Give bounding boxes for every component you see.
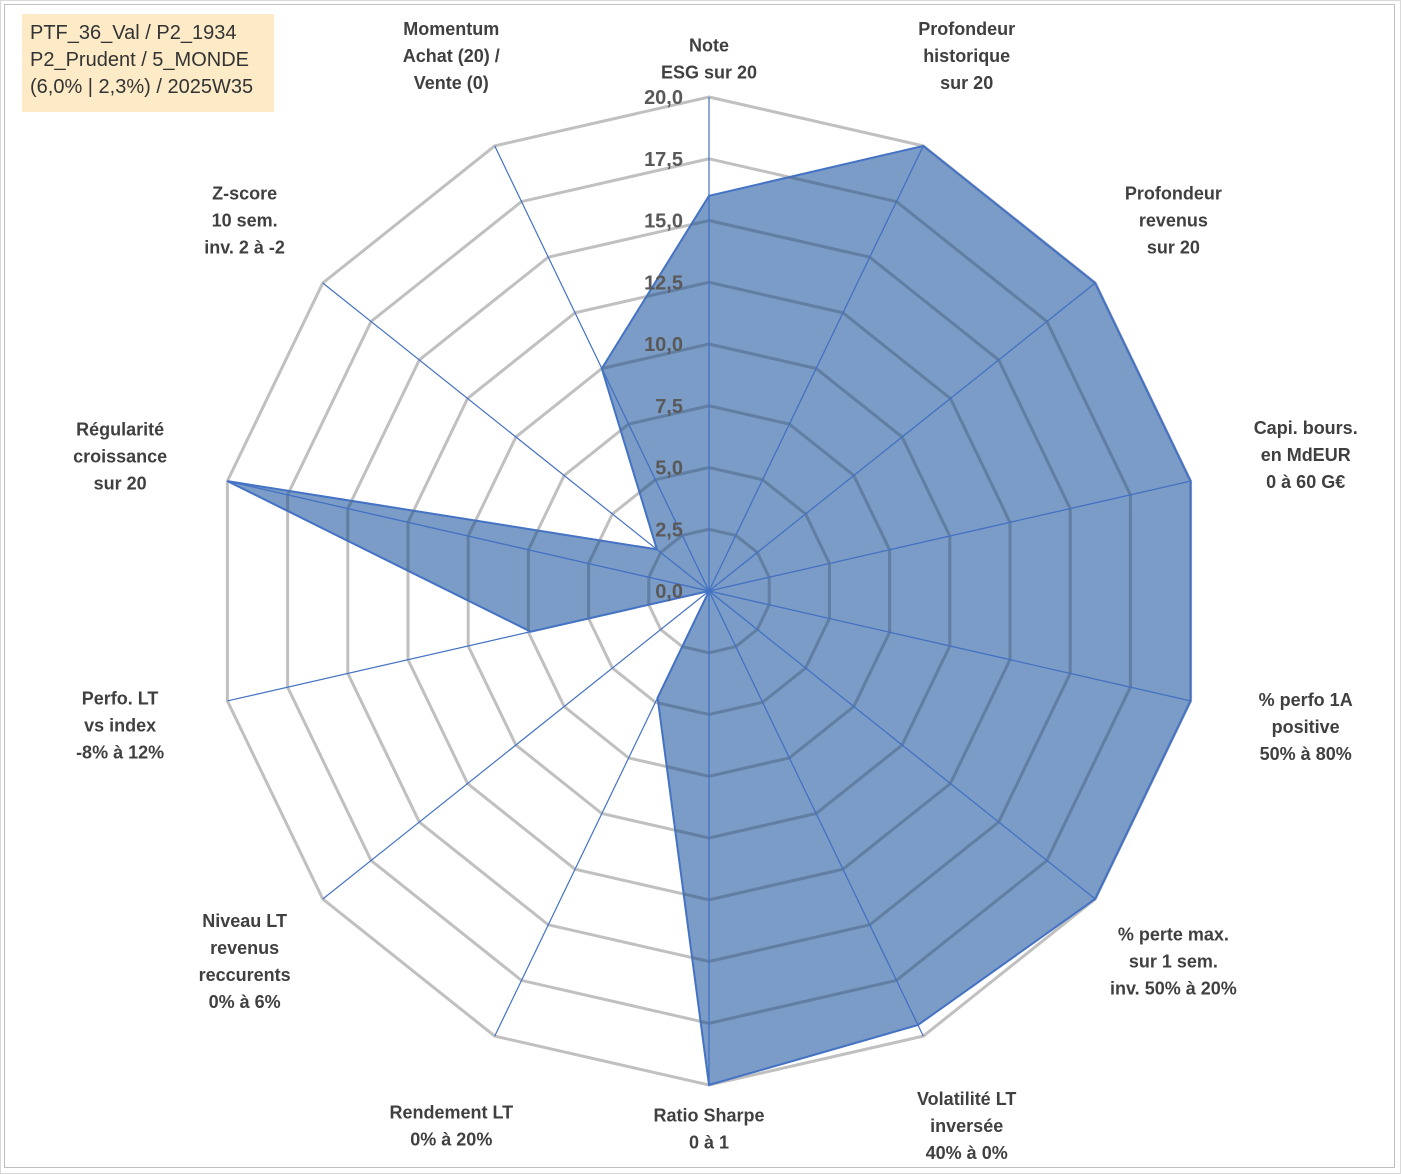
axis-label: Rendement LT 0% à 20% [389, 1103, 513, 1150]
axis-label: % perte max. sur 1 sem. inv. 50% à 20% [1110, 924, 1237, 998]
axis-label-line: inv. 2 à -2 [204, 238, 285, 258]
tick-label: 17,5 [644, 149, 683, 171]
axis-label-line: en MdEUR [1261, 445, 1351, 465]
tick-label: 15,0 [644, 211, 683, 233]
axis-label-line: Z-score [212, 184, 277, 204]
axis-label: Ratio Sharpe 0 à 1 [653, 1106, 764, 1153]
axis-label: Régularité croissance sur 20 [73, 420, 167, 494]
axis-label-line: 10 sem. [212, 211, 278, 231]
tick-label: 0,0 [655, 581, 683, 603]
axis-label: Note ESG sur 20 [661, 36, 757, 83]
axis-label-line: Perfo. LT [82, 688, 159, 708]
axis-label: Volatilité LT inversée 40% à 0% [917, 1089, 1016, 1163]
axis-label-line: reccurents [199, 965, 291, 985]
axis-label-line: croissance [73, 447, 167, 467]
axis-label-line: % perfo 1A [1259, 690, 1353, 710]
axis-label-line: 0% à 20% [410, 1130, 492, 1150]
spoke-line [322, 590, 710, 900]
portfolio-info-box: PTF_36_Val / P2_1934 P2_Prudent / 5_MOND… [22, 14, 274, 112]
axis-label-line: 0% à 6% [209, 992, 281, 1012]
axis-label-line: 0 à 60 G€ [1266, 472, 1345, 492]
axis-label-line: Profondeur [918, 19, 1015, 39]
axis-label-line: positive [1272, 717, 1340, 737]
axis-label: Z-score 10 sem. inv. 2 à -2 [204, 184, 285, 258]
info-line-3: (6,0% | 2,3%) / 2025W35 [30, 76, 254, 98]
axis-label-line: Achat (20) / [403, 46, 500, 66]
inner-spoke [227, 480, 710, 592]
axis-label-line: 0 à 1 [689, 1133, 729, 1153]
inner-spoke [708, 282, 1096, 592]
tick-label-layer: 0,0 2,5 5,0 7,5 10,0 12,5 15,0 17,5 20,0 [644, 87, 683, 603]
axis-label-line: -8% à 12% [76, 742, 164, 762]
inner-spoke [708, 590, 924, 1037]
axis-label: Profondeur historique sur 20 [918, 19, 1015, 93]
axis-label-line: Régularité [76, 420, 164, 440]
axis-label-line: Momentum [403, 19, 499, 39]
axis-label-line: Profondeur [1125, 184, 1222, 204]
axis-label: Momentum Achat (20) / Vente (0) [403, 19, 500, 93]
axis-label-line: revenus [1139, 211, 1208, 231]
spoke-line [322, 282, 710, 592]
tick-label: 5,0 [655, 458, 683, 480]
axis-label-line: Vente (0) [414, 73, 489, 93]
axis-label-layer: Note ESG sur 20 Profondeur historique sur 20… [73, 19, 1358, 1163]
axis-label-line: sur 20 [94, 474, 147, 494]
axis-label-line: % perte max. [1118, 924, 1229, 944]
tick-label: 2,5 [655, 519, 683, 541]
inner-spoke [708, 145, 924, 592]
axis-label: % perfo 1A positive 50% à 80% [1259, 690, 1353, 764]
axis-label-line: ESG sur 20 [661, 63, 757, 83]
tick-label: 20,0 [644, 87, 683, 109]
axis-label: Profondeur revenus sur 20 [1125, 184, 1222, 258]
axis-label-line: Capi. bours. [1254, 418, 1358, 438]
axis-label-line: inversée [930, 1116, 1003, 1136]
tick-label: 10,0 [644, 334, 683, 356]
axis-label-line: sur 20 [1147, 238, 1200, 258]
tick-label: 12,5 [644, 272, 683, 294]
axis-label-line: sur 20 [940, 73, 993, 93]
inner-spoke [708, 590, 1096, 900]
info-line-1: PTF_36_Val / P2_1934 [30, 22, 237, 44]
tick-label: 7,5 [655, 396, 683, 418]
axis-label-line: 40% à 0% [926, 1143, 1008, 1163]
axis-label-line: Niveau LT [202, 911, 287, 931]
inner-spoke [708, 590, 1191, 702]
axis-label-line: Ratio Sharpe [653, 1106, 764, 1126]
info-line-2: P2_Prudent / 5_MONDE [30, 49, 249, 71]
axis-label-line: Note [689, 36, 729, 56]
axis-label-line: historique [923, 46, 1010, 66]
axis-label-line: sur 1 sem. [1129, 951, 1218, 971]
axis-label: Capi. bours. en MdEUR 0 à 60 G€ [1254, 418, 1358, 492]
axis-label-line: Volatilité LT [917, 1089, 1016, 1109]
axis-label-line: 50% à 80% [1260, 744, 1352, 764]
inner-spoke [708, 480, 1191, 592]
axis-label-line: vs index [84, 715, 156, 735]
axis-label-line: inv. 50% à 20% [1110, 978, 1237, 998]
axis-label-line: revenus [210, 938, 279, 958]
axis-label: Niveau LT revenus reccurents 0% à 6% [199, 911, 291, 1012]
axis-label: Perfo. LT vs index -8% à 12% [76, 688, 164, 762]
axis-label-line: Rendement LT [389, 1103, 513, 1123]
